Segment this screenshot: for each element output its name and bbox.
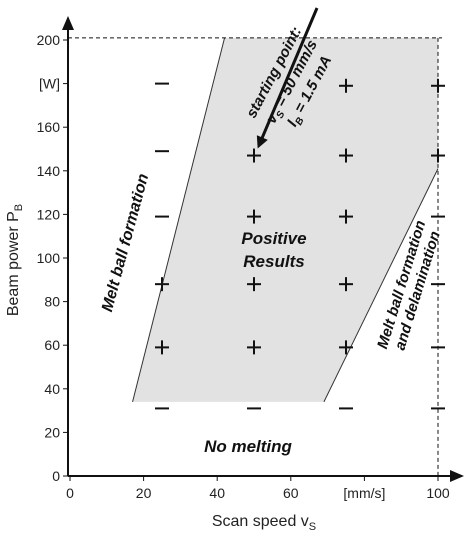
melt-ball-formation-label: Melt ball formation — [99, 172, 152, 314]
y-tick-label: 0 — [52, 468, 60, 484]
positive-result-marker — [339, 78, 353, 93]
y-tick-label: 120 — [37, 206, 61, 222]
axes-layer: 0 20 40 60 80 100 120 140 160 [W] 200 0 20 40 60 [mm/s]… — [37, 16, 464, 501]
x-axis-title: Scan speed vS — [212, 513, 316, 533]
positive-result-marker — [339, 340, 353, 355]
positive-result-marker — [431, 148, 445, 163]
data-points-layer — [155, 78, 445, 410]
positive-results-region-layer — [132, 37, 439, 403]
positive-result-marker — [155, 277, 169, 292]
y-tick-label: 140 — [37, 163, 61, 179]
no-melting-label: No melting — [204, 437, 292, 456]
y-tick-label: 200 — [37, 32, 61, 48]
positive-result-marker — [339, 148, 353, 163]
positive-result-marker — [247, 277, 261, 292]
y-tick-label: 100 — [37, 250, 61, 266]
y-tick-label: 60 — [44, 337, 60, 353]
x-tick-label: 40 — [209, 485, 225, 501]
positive-results-label-line2: Results — [243, 252, 304, 271]
positive-results-label-line1: Positive — [241, 229, 306, 248]
positive-result-marker — [431, 78, 445, 93]
y-tick-label: 80 — [44, 294, 60, 310]
positive-result-marker — [247, 340, 261, 355]
positive-result-marker — [339, 277, 353, 292]
positive-results-area — [132, 37, 438, 402]
y-axis-arrowhead — [62, 16, 74, 30]
positive-result-marker — [247, 209, 261, 224]
y-tick-label: 20 — [44, 424, 60, 440]
x-tick-label: 60 — [283, 485, 299, 501]
x-tick-label: 100 — [426, 485, 450, 501]
left-boundary-line — [132, 37, 226, 403]
limit-lines-layer — [68, 37, 442, 476]
positive-result-marker — [155, 340, 169, 355]
x-tick-label: [mm/s] — [343, 485, 385, 501]
x-axis-arrowhead — [450, 470, 464, 482]
positive-result-marker — [339, 209, 353, 224]
positive-result-marker — [247, 148, 261, 163]
starting-point-arrow — [256, 7, 319, 149]
y-axis-title: Beam power PB — [5, 204, 25, 316]
x-tick-label: 0 — [66, 485, 74, 501]
y-tick-label: [W] — [39, 76, 60, 92]
x-tick-label: 20 — [136, 485, 152, 501]
axis-titles-layer: Scan speed vS Beam power PB — [5, 204, 316, 533]
right-boundary-line — [323, 168, 439, 403]
y-tick-label: 40 — [44, 381, 60, 397]
y-tick-label: 160 — [37, 119, 61, 135]
